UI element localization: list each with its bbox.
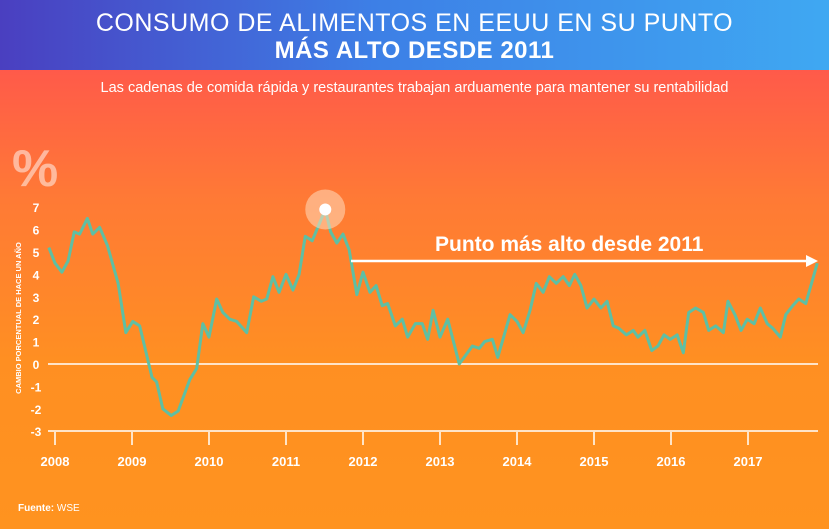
source-value: WSE [56, 503, 80, 514]
series-line [47, 207, 819, 418]
y-tick-label: 3 [33, 291, 40, 305]
y-axis-label: CAMBIO PORCENTUAL DE HACE UN AÑO [14, 242, 23, 394]
x-tick-label: 2009 [118, 454, 147, 469]
x-tick-label: 2014 [503, 454, 533, 469]
y-tick-label: 7 [33, 201, 40, 215]
y-tick-label: -2 [31, 403, 42, 417]
annotation-text: Punto más alto desde 2011 [435, 233, 704, 256]
y-tick-label: 2 [33, 313, 40, 327]
x-tick-label: 2017 [734, 454, 763, 469]
x-tick-label: 2016 [657, 454, 686, 469]
source-note: Fuente: WSE [18, 503, 80, 514]
y-tick-label: 6 [33, 224, 40, 238]
source-label: Fuente: [18, 503, 55, 514]
y-tick-label: -1 [31, 380, 42, 394]
y-tick-label: 5 [33, 246, 40, 260]
x-tick-label: 2015 [580, 454, 609, 469]
x-tick-label: 2010 [195, 454, 224, 469]
title-line-1: CONSUMO DE ALIMENTOS EN EEUU EN SU PUNTO [95, 9, 734, 37]
x-tick-label: 2012 [349, 454, 378, 469]
subtitle: Las cadenas de comida rápida y restauran… [100, 80, 729, 96]
title-line-2: MÁS ALTO DESDE 2011 [274, 37, 555, 64]
y-tick-label: -3 [31, 425, 42, 439]
annotation-arrow-head [806, 255, 818, 267]
y-tick-label: 0 [33, 358, 40, 372]
y-tick-label: 1 [33, 336, 40, 350]
x-tick-label: 2011 [272, 454, 300, 469]
x-tick-label: 2008 [41, 454, 70, 469]
header-banner: CONSUMO DE ALIMENTOS EN EEUU EN SU PUNTO… [0, 0, 829, 70]
peak-marker [319, 203, 332, 216]
y-tick-label: 4 [33, 268, 40, 282]
x-tick-label: 2013 [426, 454, 455, 469]
percent-icon: % [12, 140, 59, 198]
